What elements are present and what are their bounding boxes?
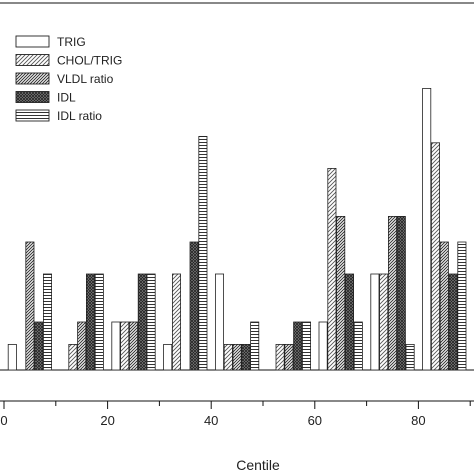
bar-vldl-ratio-85 (439, 241, 449, 371)
bar-idl-ratio-65 (353, 321, 363, 371)
x-tick-label-60: 60 (308, 413, 322, 428)
bar-chol-trig-65 (327, 167, 337, 371)
bar-chol-trig-45 (223, 343, 233, 371)
bar-idl-35 (189, 241, 199, 371)
legend-swatch-idl-ratio (15, 109, 50, 122)
legend-swatch-chol-trig (15, 54, 50, 66)
bar-vldl-ratio-25 (128, 321, 138, 371)
bar-vldl-ratio-15 (77, 321, 87, 371)
bar-idl-ratio-5 (43, 273, 53, 371)
bar-idl-65 (344, 273, 354, 371)
bar-idl-75 (396, 215, 406, 371)
legend-swatch-idl (15, 91, 50, 103)
x-tick-label-40: 40 (204, 413, 218, 428)
bar-idl-ratio-45 (250, 321, 260, 371)
bar-idl-ratio-25 (146, 273, 156, 371)
bar-trig-65 (318, 321, 328, 371)
bar-chol-trig-15 (68, 343, 78, 371)
bar-trig-45 (214, 273, 224, 371)
bar-chol-trig-25 (120, 321, 130, 371)
bar-idl-5 (34, 321, 44, 371)
bar-idl-ratio-15 (94, 273, 104, 371)
bar-vldl-ratio-55 (284, 343, 294, 371)
bar-trig-5 (7, 343, 17, 371)
bar-vldl-ratio-65 (336, 215, 346, 371)
bar-trig-35 (163, 343, 173, 371)
bar-vldl-ratio-75 (387, 215, 397, 371)
x-tick-label-80: 80 (411, 413, 425, 428)
bar-idl-ratio-75 (405, 343, 415, 371)
bar-idl-ratio-35 (198, 135, 208, 371)
bar-chol-trig-85 (430, 142, 440, 371)
x-axis-title: Centile (236, 457, 280, 473)
legend-label-trig: TRIG (57, 35, 86, 49)
x-tick-label-20: 20 (100, 413, 114, 428)
bar-idl-45 (241, 343, 251, 371)
bar-chol-trig-35 (171, 273, 181, 371)
legend-label-idl: IDL (57, 91, 76, 105)
bar-idl-25 (137, 273, 147, 371)
bars-group (7, 88, 467, 371)
bar-trig-85 (422, 88, 432, 371)
bar-idl-ratio-85 (457, 241, 467, 371)
bar-idl-85 (448, 273, 458, 371)
x-tick-label-0: 0 (0, 413, 7, 428)
bar-trig-25 (111, 321, 121, 371)
bar-idl-ratio-55 (301, 321, 311, 371)
x-axis-ticks: 0 20 40 60 80 (0, 401, 471, 428)
bar-chol-trig-55 (275, 343, 285, 371)
bar-trig-75 (370, 273, 380, 371)
bar-idl-15 (86, 273, 96, 371)
plot-frame (0, 2, 474, 402)
bar-vldl-ratio-5 (25, 241, 35, 371)
legend-label-vldl-ratio: VLDL ratio (57, 72, 114, 86)
legend-label-chol-trig: CHOL/TRIG (57, 54, 122, 68)
bar-vldl-ratio-45 (232, 343, 242, 371)
legend-label-idl-ratio: IDL ratio (57, 109, 102, 123)
bar-idl-55 (293, 321, 303, 371)
legend-swatch-vldl-ratio (15, 72, 50, 85)
legend: TRIG CHOL/TRIG VLDL ratio IDL IDL ratio (15, 35, 122, 123)
legend-swatch-trig (15, 35, 50, 48)
bar-chol-trig-75 (379, 273, 389, 371)
